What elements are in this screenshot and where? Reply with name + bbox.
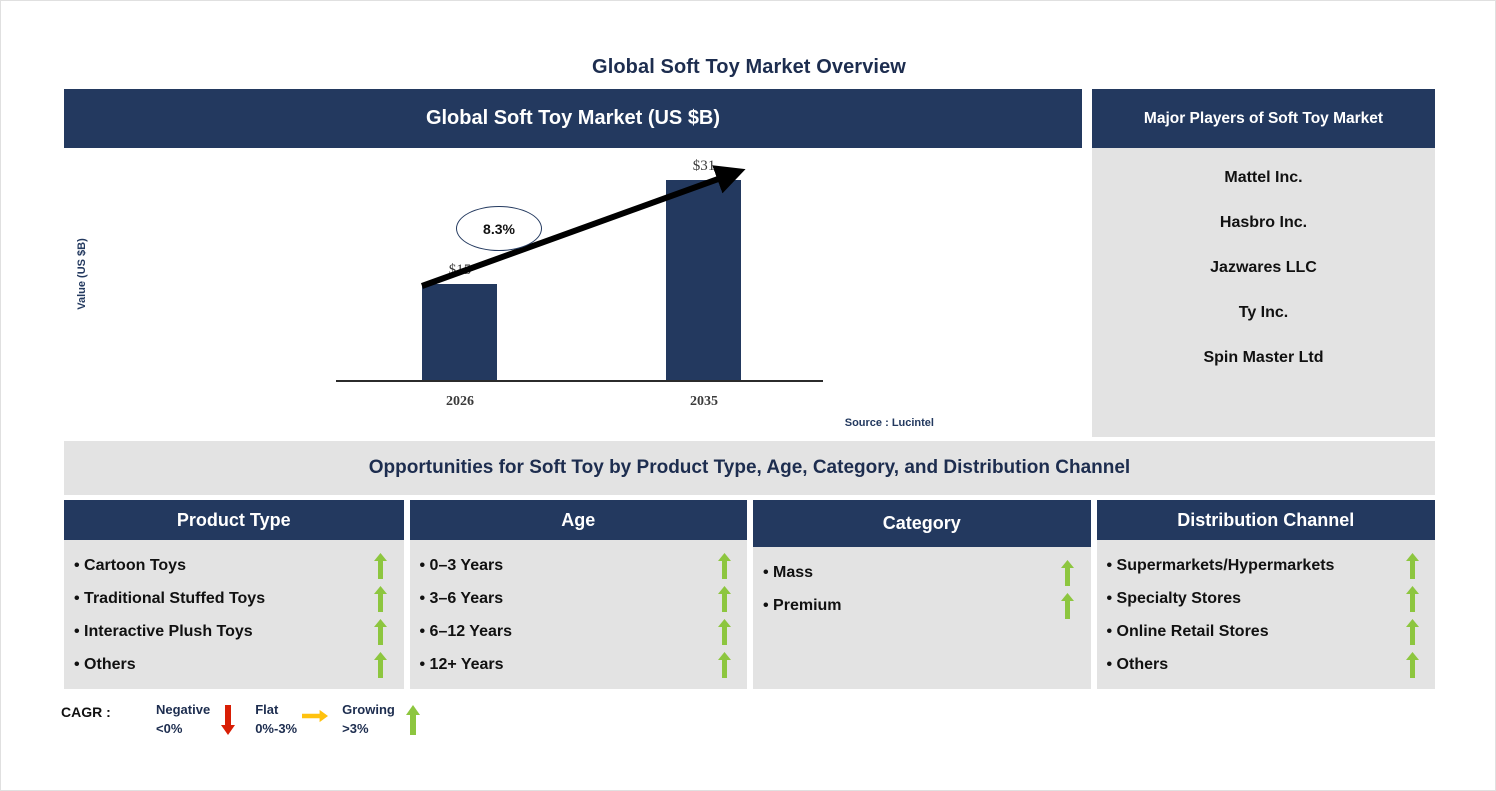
item-label: • Supermarkets/Hypermarkets [1106,556,1335,574]
legend-entry-name: Flat [255,702,279,717]
list-item: • Online Retail Stores [1105,615,1428,648]
players-panel-header: Major Players of Soft Toy Market [1092,89,1435,148]
up-arrow-green-icon [370,618,392,645]
down-arrow-red-icon [215,701,241,739]
up-arrow-green-icon [370,585,392,612]
item-label: • Cartoon Toys [74,556,186,574]
cagr-trend-arrow-icon [420,165,746,289]
list-item: • Cartoon Toys [72,549,396,582]
item-label: • 3–6 Years [419,589,504,607]
list-item: • Interactive Plush Toys [72,615,396,648]
legend-entry-flat: Flat 0%-3% [255,701,329,739]
list-item: Ty Inc. [1238,304,1289,321]
chart-panel-header: Global Soft Toy Market (US $B) [64,89,1082,148]
legend-entry-negative: Negative <0% [156,701,241,739]
up-arrow-green-icon [713,552,735,579]
up-arrow-green-icon [713,618,735,645]
market-chart-panel: Global Soft Toy Market (US $B) Value (US… [64,89,1082,437]
up-arrow-green-icon [1057,592,1079,619]
legend-entry-text: Negative <0% [156,701,210,739]
up-arrow-green-icon [370,651,392,678]
right-arrow-yellow-icon [302,701,329,739]
players-list: Mattel Inc. Hasbro Inc. Jazwares LLC Ty … [1092,148,1435,437]
legend-entry-text: Growing >3% [342,701,395,739]
column-items: • 0–3 Years • 3–6 Years • 6–12 Years [410,540,748,689]
item-label: • Premium [763,596,842,614]
list-item: Hasbro Inc. [1219,214,1308,231]
column-header: Product Type [64,500,404,540]
list-item: • Specialty Stores [1105,582,1428,615]
column-header: Category [753,500,1091,547]
opportunities-columns: Product Type • Cartoon Toys • Traditiona… [64,500,1435,689]
bar-category-2026: 2026 [446,394,474,409]
legend-entry-text: Flat 0%-3% [255,701,297,739]
opportunities-band-title: Opportunities for Soft Toy by Product Ty… [64,441,1435,495]
up-arrow-green-icon [1401,585,1423,612]
list-item: • Others [1105,648,1428,681]
chart-x-axis-line [336,380,823,382]
list-item: • Others [72,648,396,681]
legend-entry-range: 0%-3% [255,720,298,736]
up-arrow-green-icon [1401,552,1423,579]
column-age: Age • 0–3 Years • 3–6 Years • 6–12 Years [409,500,748,689]
legend-entry-name: Growing [342,702,395,717]
list-item: • 6–12 Years [418,615,740,648]
column-header: Distribution Channel [1096,500,1435,540]
cagr-bubble: 8.3% [456,206,542,251]
list-item: • 3–6 Years [418,582,740,615]
list-item: Spin Master Ltd [1203,349,1324,366]
legend-entry-name: Negative [156,702,211,717]
column-items: • Supermarkets/Hypermarkets • Specialty … [1097,540,1436,689]
bar-value-2035: $31 [692,158,716,174]
item-label: • 6–12 Years [419,622,513,640]
up-arrow-green-icon [713,651,735,678]
column-items: • Cartoon Toys • Traditional Stuffed Toy… [64,540,404,689]
item-label: • 0–3 Years [419,556,504,574]
bar-2026 [422,284,497,380]
chart-source-label: Source : Lucintel [844,417,934,429]
item-label: • Others [74,655,136,673]
list-item: • Premium [761,589,1083,622]
major-players-panel: Major Players of Soft Toy Market Mattel … [1092,89,1435,437]
list-item: Jazwares LLC [1210,259,1317,276]
legend-entry-range: <0% [156,720,183,736]
up-arrow-green-icon [713,585,735,612]
up-arrow-green-icon [1057,559,1079,586]
legend-entry-growing: Growing >3% [342,701,426,739]
up-arrow-green-icon [400,701,426,739]
chart-y-axis-label: Value (US $B) [76,238,88,310]
page-title: Global Soft Toy Market Overview [592,56,906,78]
list-item: • Traditional Stuffed Toys [72,582,396,615]
list-item: • Mass [761,556,1083,589]
up-arrow-green-icon [370,552,392,579]
up-arrow-green-icon [1401,651,1423,678]
list-item: • Supermarkets/Hypermarkets [1105,549,1428,582]
chart-plot-area: Value (US $B) $15 $31 2026 2035 8.3% Sou… [64,148,1082,437]
column-distribution-channel: Distribution Channel • Supermarkets/Hype… [1096,500,1436,689]
bar-category-2035: 2035 [690,394,718,409]
bar-2035 [666,180,741,380]
item-label: • 12+ Years [419,655,504,673]
column-header: Age [409,500,747,540]
item-label: • Traditional Stuffed Toys [74,589,266,607]
item-label: • Specialty Stores [1106,589,1242,607]
list-item: Mattel Inc. [1224,169,1303,186]
column-product-type: Product Type • Cartoon Toys • Traditiona… [64,500,404,689]
legend-entry-range: >3% [342,720,369,736]
column-items: • Mass • Premium [753,547,1091,689]
list-item: • 12+ Years [418,648,740,681]
cagr-legend: CAGR : Negative <0% Flat 0%-3% Growing [61,701,426,739]
item-label: • Others [1106,655,1169,673]
list-item: • 0–3 Years [418,549,740,582]
cagr-legend-title: CAGR : [61,704,111,720]
up-arrow-green-icon [1401,618,1423,645]
item-label: • Mass [763,563,814,581]
column-category: Category • Mass • Premium [753,500,1091,689]
item-label: • Online Retail Stores [1106,622,1269,640]
item-label: • Interactive Plush Toys [74,622,253,640]
